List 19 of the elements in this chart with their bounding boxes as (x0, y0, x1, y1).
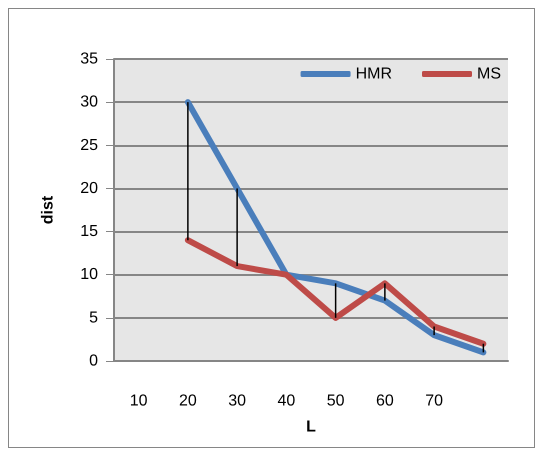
y-tick-label: 0 (89, 352, 98, 370)
y-tick-label: 35 (80, 50, 98, 68)
y-tick-label: 30 (80, 94, 98, 111)
y-tick-label: 25 (80, 136, 98, 154)
x-tick-label: 40 (277, 392, 296, 410)
y-tick-label: 5 (89, 309, 98, 326)
x-tick-label: 10 (130, 392, 148, 410)
x-tick-label: 60 (376, 392, 394, 410)
x-tick-label: 30 (228, 392, 246, 410)
x-tick-label: 50 (326, 392, 345, 410)
x-tick-label: 20 (178, 392, 197, 410)
x-axis-title: L (306, 418, 316, 436)
y-axis-title: dist (40, 195, 56, 224)
y-tick-label: 10 (80, 266, 98, 284)
y-tick-label: 20 (80, 180, 98, 197)
y-tick-label: 15 (80, 223, 98, 240)
legend-label: HMR (356, 66, 392, 82)
x-tick-label: 70 (425, 392, 444, 410)
legend-label: MS (477, 66, 501, 82)
